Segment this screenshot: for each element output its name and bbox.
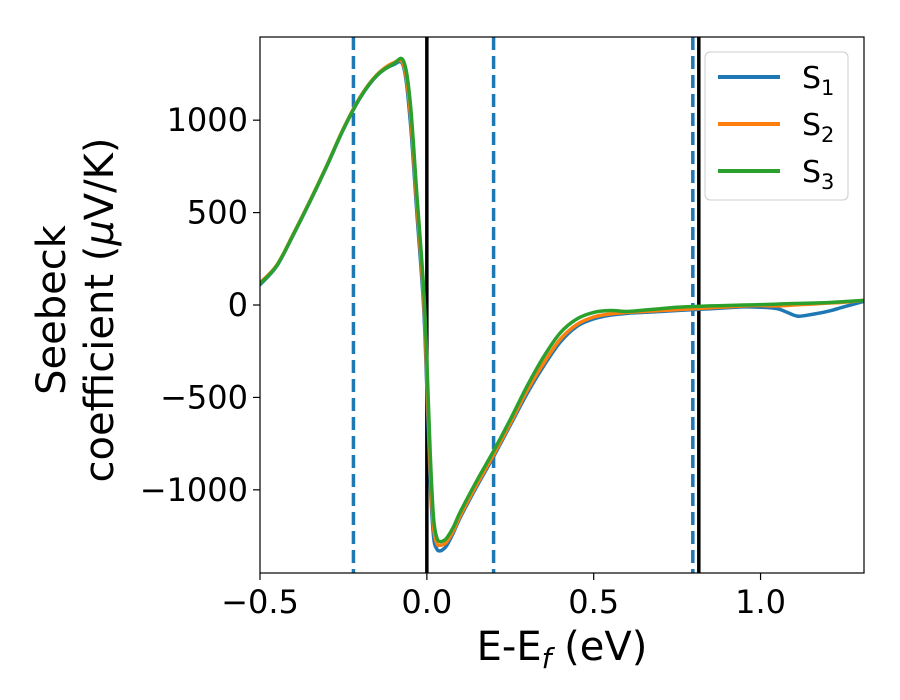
x-tick-label-2: 0.5 — [568, 583, 619, 621]
y-tick-label-0: 1000 — [167, 101, 248, 139]
x-axis-label-main: E-E — [477, 624, 542, 670]
y-axis-ticks: 1000 500 0 −500 −1000 — [140, 101, 260, 509]
y-tick-label-2: 0 — [228, 286, 248, 324]
y-axis-label-line1: Seebeck — [29, 224, 75, 395]
x-axis-label: E-Ef (eV) — [477, 624, 648, 675]
x-axis-ticks: −0.5 0.0 0.5 1.0 — [221, 573, 786, 621]
y-tick-label-3: −500 — [160, 378, 248, 416]
legend-label-main-1: S — [802, 61, 821, 96]
x-tick-label-0: −0.5 — [221, 583, 299, 621]
legend-label-sub-3: 3 — [821, 170, 834, 194]
x-tick-label-1: 0.0 — [401, 583, 452, 621]
y-axis-label-line2-text: coefficient ( — [77, 246, 123, 483]
legend-label-sub-2: 2 — [821, 123, 834, 147]
y-tick-label-4: −1000 — [140, 471, 248, 509]
reference-lines — [351, 37, 701, 573]
y-axis-label: Seebeck coefficient (μV/K) — [29, 138, 123, 483]
legend-label-1: S1 — [802, 61, 834, 100]
legend-label-3: S3 — [802, 155, 834, 194]
legend-label-sub-1: 1 — [821, 76, 834, 100]
x-axis-label-unit: (eV) — [551, 624, 647, 670]
y-axis-label-unit: V/K) — [77, 138, 123, 221]
x-tick-label-3: 1.0 — [735, 583, 786, 621]
y-axis-label-mu: μ — [77, 220, 123, 246]
series-lines — [260, 56, 864, 553]
y-axis-label-line2: coefficient (μV/K) — [77, 138, 123, 483]
series-line-s3 — [260, 56, 864, 544]
legend-label-2: S2 — [802, 108, 834, 147]
y-tick-label-1: 500 — [187, 194, 248, 232]
legend-label-main-2: S — [802, 108, 821, 143]
legend-label-main-3: S — [802, 155, 821, 190]
